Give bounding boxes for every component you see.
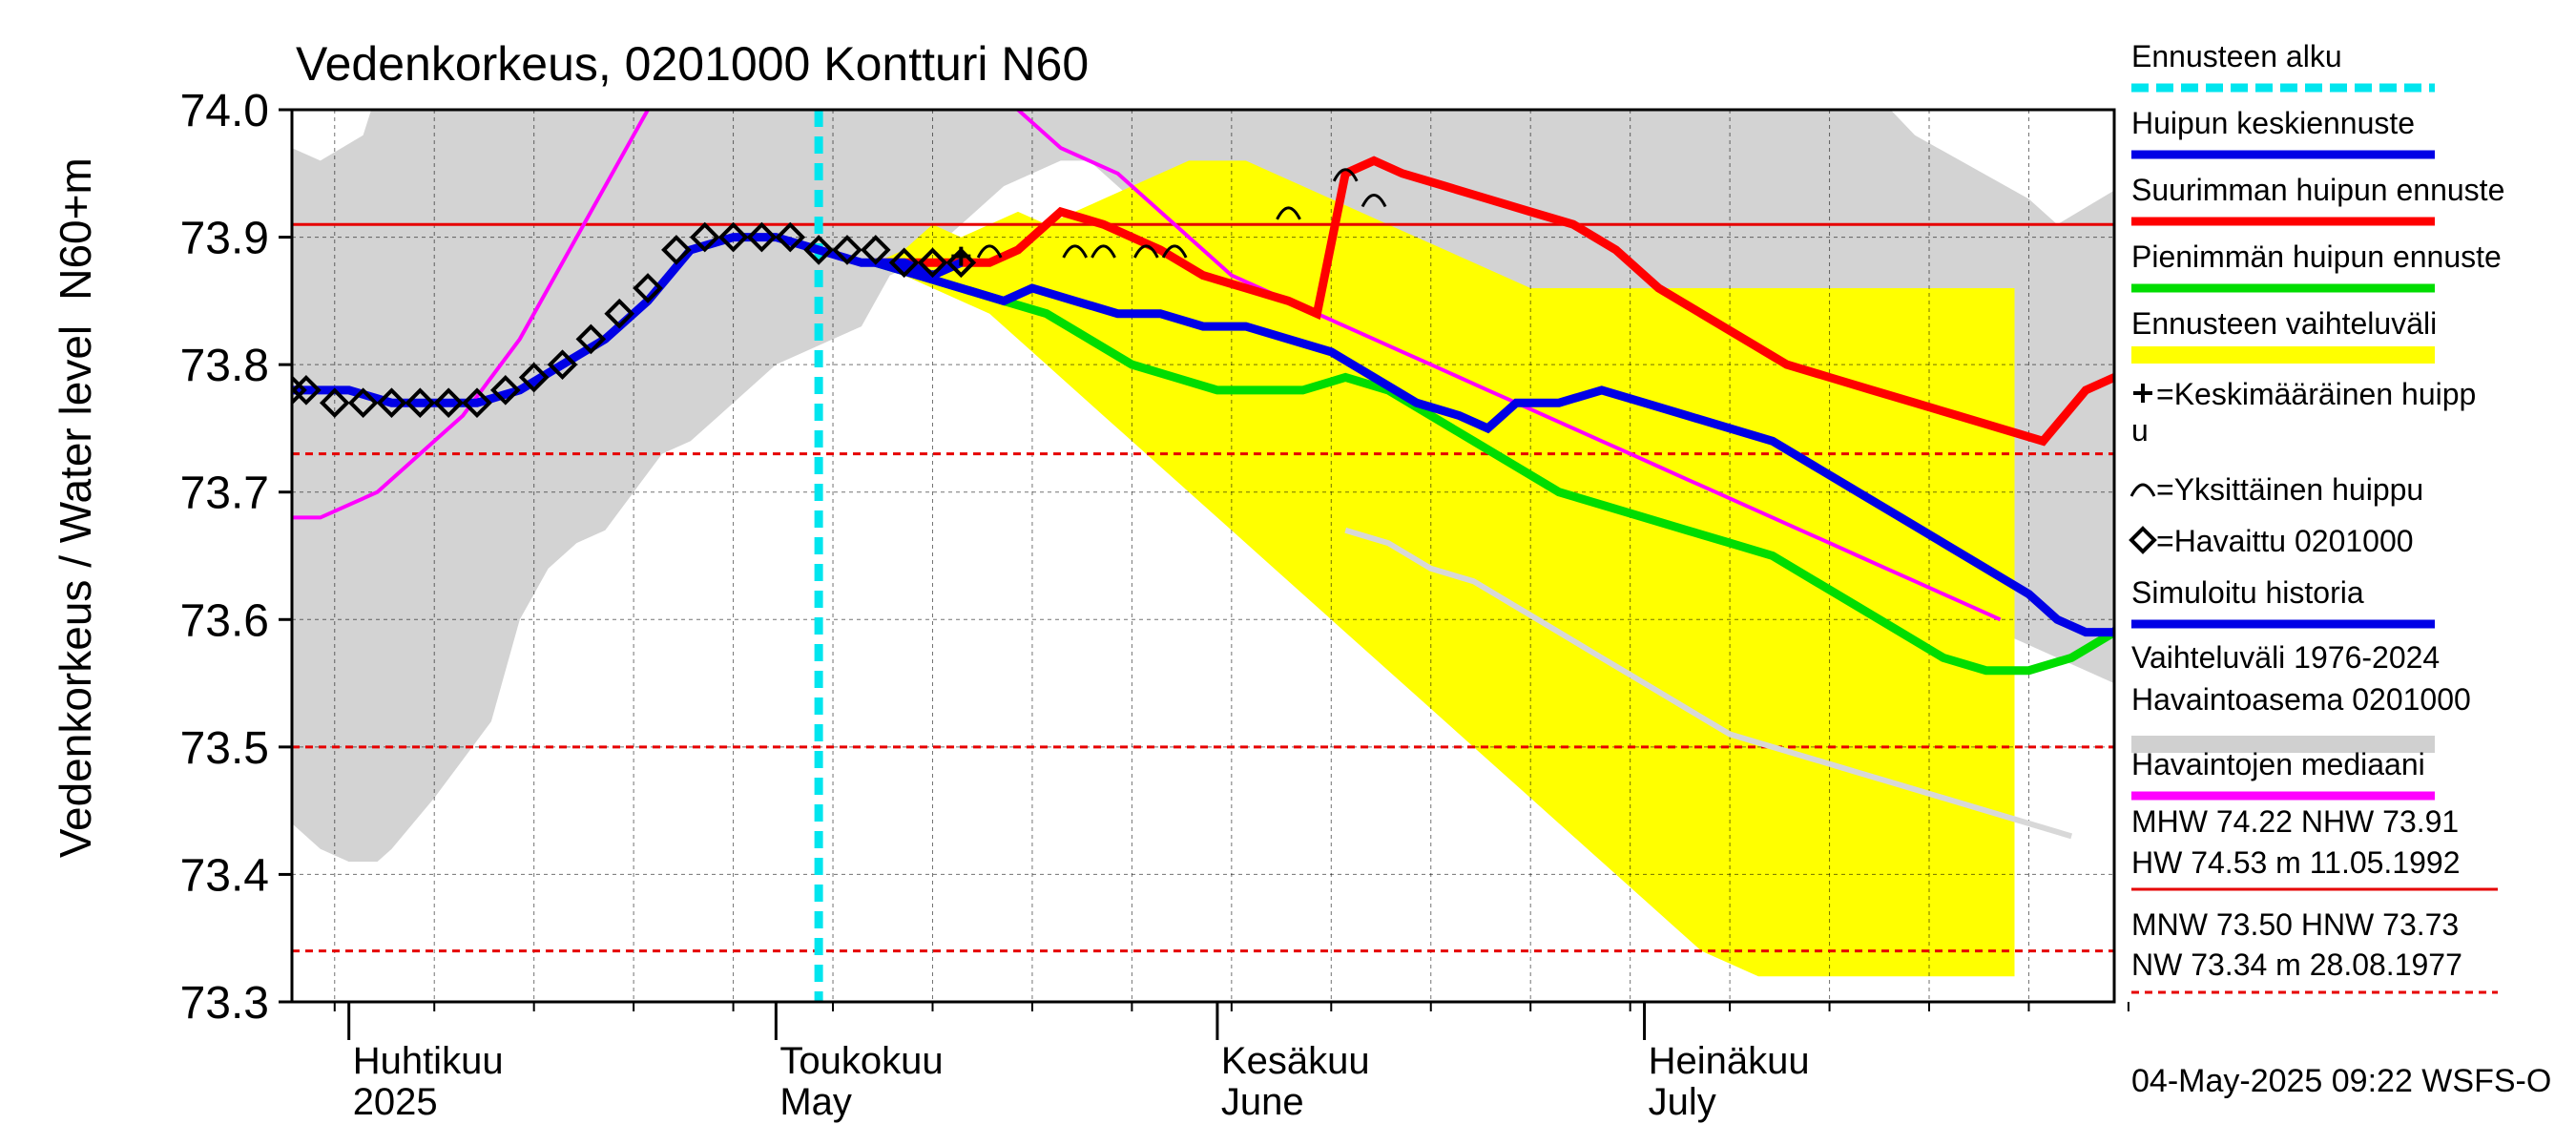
single-peak-marker: [1132, 244, 1159, 259]
plot-frame: [290, 108, 2116, 1004]
observed-point: [405, 387, 436, 419]
month-label-fi: Heinäkuu: [1649, 1040, 1810, 1082]
observed-point: [860, 235, 891, 265]
stats-block: MHW 74.22 NHW 73.91 HW 74.53 m 11.05.199…: [2131, 804, 2498, 994]
month-label-en: May: [779, 1081, 852, 1123]
legend-diamond-icon: [2129, 526, 2157, 554]
observed-point: [462, 387, 492, 419]
observed-point: [803, 235, 834, 265]
single-peak-marker: [1332, 168, 1359, 182]
legend-label: Simuloitu historia: [2131, 575, 2364, 610]
single-peak-marker: [1091, 244, 1116, 259]
single-peak-marker: [976, 244, 1003, 259]
observed-point: [376, 387, 407, 419]
month-label-fi: Huhtikuu: [353, 1040, 504, 1082]
single-peak-marker: [1361, 194, 1387, 208]
observed-point: [661, 235, 692, 265]
observed-point: [832, 235, 862, 265]
month-label-en: 2025: [353, 1081, 438, 1123]
legend-label: Vaihteluväli 1976-2024: [2131, 640, 2440, 675]
stats-line-3: MNW 73.50 HNW 73.73: [2131, 907, 2459, 942]
legend-arc-icon: [2129, 483, 2156, 497]
footer-timestamp: 04-May-2025 09:22 WSFS-O: [2131, 1063, 2551, 1099]
y-tick-label: 73.5: [180, 723, 269, 774]
observed-point: [433, 387, 464, 419]
legend-label-line2: u: [2131, 413, 2149, 448]
stats-line-2: HW 74.53 m 11.05.1992: [2131, 845, 2461, 880]
y-axis: 73.3 73.4 73.5 73.6 73.7 73.8 73.9 74.0: [180, 86, 292, 1029]
observed-point: [775, 221, 806, 253]
single-peak-marker: [1062, 244, 1089, 259]
legend-label: Ennusteen vaihteluväli: [2131, 306, 2437, 341]
legend-label: Suurimman huipun ennuste: [2131, 173, 2504, 207]
series-layer: [292, 110, 2114, 1002]
observed-point: [746, 221, 778, 253]
chart-title: Vedenkorkeus, 0201000 Kontturi N60: [296, 37, 1089, 91]
legend-label: Havaintojen mediaani: [2131, 747, 2425, 781]
month-label-fi: Toukokuu: [779, 1040, 943, 1082]
y-tick-label: 73.8: [180, 341, 269, 391]
observed-point: [917, 247, 948, 279]
max-peak-forecast-line: [875, 156, 2114, 447]
single-peak-marker: [2530, 259, 2553, 270]
single-peak-marker: [1276, 206, 1301, 220]
observed-point: [319, 387, 350, 419]
observed-point: [292, 375, 322, 406]
observed-point: [347, 387, 379, 419]
y-tick-label: 74.0: [180, 86, 269, 136]
legend-label: Ennusteen alku: [2131, 39, 2342, 73]
y-tick-label: 73.7: [180, 468, 269, 519]
observed-point: [547, 349, 578, 380]
y-tick-label: 73.4: [180, 850, 269, 901]
observed-point: [888, 247, 920, 279]
lower-history-line: [1344, 527, 2073, 840]
observed-point: [689, 221, 720, 253]
y-axis-label: Vedenkorkeus / Water level: [51, 325, 100, 858]
observed-point: [518, 362, 550, 393]
observed-point: [945, 247, 977, 279]
y-tick-label: 73.3: [180, 978, 269, 1029]
month-label-fi: Kesäkuu: [1221, 1040, 1370, 1082]
reference-lines-layer: [292, 222, 2114, 953]
plot-area: [290, 108, 2553, 1004]
y-tick-label: 73.6: [180, 595, 269, 646]
single-peak-marker: [1161, 244, 1188, 259]
observed-point: [717, 221, 749, 253]
legend-label: Huipun keskiennuste: [2131, 106, 2415, 140]
min-peak-forecast-line: [874, 258, 2114, 676]
legend-plus-icon: [2133, 384, 2152, 403]
mean-peak-forecast-line: [874, 258, 2114, 637]
legend: Ennusteen alku Huipun keskiennuste Suurimm…: [2129, 39, 2504, 801]
legend-label: Pienimmän huipun ennuste: [2131, 239, 2502, 274]
observed-point: [575, 323, 607, 355]
month-label-en: June: [1221, 1081, 1304, 1123]
mean-peak-marker: [951, 246, 971, 266]
observed-point: [633, 273, 663, 303]
legend-label-line2: Havaintoasema 0201000: [2131, 682, 2471, 717]
observed-point: [489, 375, 521, 406]
legend-label: =Yksittäinen huippu: [2156, 472, 2423, 507]
stats-line-1: MHW 74.22 NHW 73.91: [2131, 804, 2459, 839]
legend-label: =Havaittu 0201000: [2156, 524, 2414, 558]
stats-line-4: NW 73.34 m 28.08.1977: [2131, 947, 2462, 982]
legend-label: =Keskimääräinen huipp: [2156, 377, 2476, 411]
observed-point: [604, 298, 635, 329]
y-tick-label: 73.9: [180, 214, 269, 264]
markers-layer: [292, 168, 2553, 419]
month-label-en: July: [1649, 1081, 1716, 1123]
y-axis-unit-label: N60+m: [51, 157, 100, 301]
